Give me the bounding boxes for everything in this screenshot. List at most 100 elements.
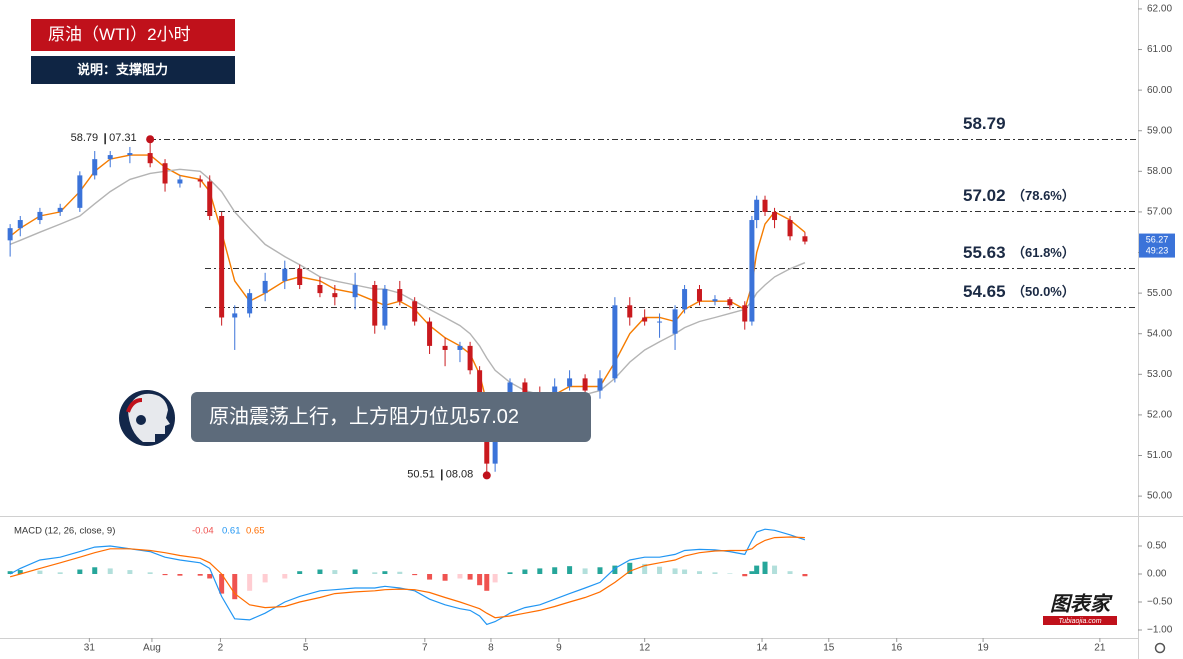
histogram-bar [627, 562, 633, 574]
bubble-box [191, 392, 591, 442]
price-tag-value: 56.27 [1146, 234, 1169, 244]
histogram-bar [727, 573, 733, 574]
candle-body [262, 280, 268, 294]
candle-body [612, 305, 618, 379]
plot-layer: 50.0051.0052.0053.0054.0055.0056.0057.00… [7, 4, 1175, 654]
histogram-bar [162, 574, 168, 576]
y-tick-label: 53.00 [1147, 369, 1172, 380]
annotation-dot [482, 471, 491, 480]
candle-body [37, 211, 43, 221]
candle-body [627, 305, 633, 318]
candle-body [7, 228, 13, 241]
histogram-bar [682, 569, 688, 574]
candle-body [657, 321, 663, 323]
histogram-bar [262, 574, 268, 583]
candle-body [457, 345, 463, 350]
annotation-time: 07.31 [109, 132, 137, 144]
x-tick-label: 19 [978, 643, 990, 654]
y-tick-label: 61.00 [1147, 44, 1172, 55]
indicator-title: MACD (12, 26, close, 9) [14, 526, 115, 537]
level-label: 54.65 [963, 282, 1006, 301]
annotation-price: 50.51 [407, 468, 435, 480]
histogram-bar [582, 568, 588, 574]
header: 原油（WTI）2小时 说明：支撑阻力 [31, 19, 235, 84]
y-tick-label: −1.00 [1147, 625, 1173, 636]
histogram-bar [754, 565, 760, 574]
candle-body [247, 293, 253, 314]
histogram-bar [332, 570, 338, 574]
candle-body [219, 215, 225, 318]
logo: 图表家 Tubiaojia.com [1043, 592, 1117, 625]
histogram-bar [749, 571, 755, 574]
candle-body [332, 293, 338, 298]
x-tick-label: 2 [218, 643, 224, 654]
y-tick-label: 50.00 [1147, 491, 1172, 502]
y-tick-label: 59.00 [1147, 125, 1172, 136]
x-tick-label: 31 [84, 643, 96, 654]
histogram-bar [177, 574, 183, 576]
histogram-bar [247, 574, 253, 591]
level-ratio: （78.6%） [1012, 188, 1075, 203]
candle-body [567, 378, 573, 387]
histogram-bar [457, 574, 463, 579]
histogram-bar [7, 571, 13, 574]
candle-body [317, 284, 323, 294]
histogram-bar [197, 574, 203, 576]
y-tick-label: 60.00 [1147, 85, 1172, 96]
histogram-bar [537, 568, 543, 574]
candle-body [382, 289, 388, 326]
signal-line [9, 536, 805, 619]
histogram-bar [427, 574, 433, 580]
candle-body [412, 301, 418, 322]
candle-body [762, 199, 768, 212]
y-tick-label: 58.00 [1147, 166, 1172, 177]
histogram-bar [802, 574, 808, 577]
histogram-bar [772, 565, 778, 574]
histogram-bar [467, 574, 473, 580]
logo-site: Tubiaojia.com [1058, 618, 1101, 625]
level-ratio: （50.0%） [1012, 284, 1075, 299]
candle-body [177, 179, 183, 184]
candle-body [597, 378, 603, 391]
histogram-bar [77, 569, 83, 574]
candle-body [232, 313, 238, 318]
candle-body [582, 378, 588, 391]
histogram-bar [37, 570, 43, 574]
candle-body [427, 321, 433, 346]
histogram-bar [484, 574, 490, 591]
settings-icon[interactable] [1154, 642, 1166, 654]
logo-band [1043, 616, 1117, 625]
subtitle-box [31, 56, 235, 84]
level-label: 57.02 [963, 186, 1006, 205]
candle-body [197, 179, 203, 182]
histogram-bar [317, 569, 323, 574]
histogram-bar [597, 567, 603, 574]
candle-body [162, 163, 168, 184]
analyst-bubble: 原油震荡上行，上方阻力位见57.02 [119, 390, 591, 446]
candle-body [712, 299, 718, 302]
x-tick-label: Aug [143, 643, 161, 654]
y-tick-label: 0.00 [1147, 569, 1167, 580]
candle-body [787, 220, 793, 237]
candle-body [17, 220, 23, 229]
bubble-text: 原油震荡上行，上方阻力位见57.02 [209, 405, 519, 428]
title: 原油（WTI）2小时 [48, 25, 191, 44]
subtitle: 说明：支撑阻力 [77, 62, 168, 77]
candle-body [207, 181, 213, 216]
y-tick-label: 62.00 [1147, 4, 1172, 15]
title-box [31, 19, 235, 51]
candle-body [682, 289, 688, 310]
candle-body [772, 211, 778, 221]
y-tick-label: 0.50 [1147, 541, 1167, 552]
level-label: 55.63 [963, 243, 1006, 262]
histogram-bar [507, 572, 513, 574]
legend-macd: 0.61 [222, 526, 241, 537]
x-tick-label: 16 [891, 643, 903, 654]
histogram-bar [522, 569, 528, 574]
histogram-bar [642, 563, 648, 574]
histogram-bar [92, 567, 98, 574]
x-tick-label: 21 [1094, 643, 1106, 654]
candle-body [802, 236, 808, 242]
